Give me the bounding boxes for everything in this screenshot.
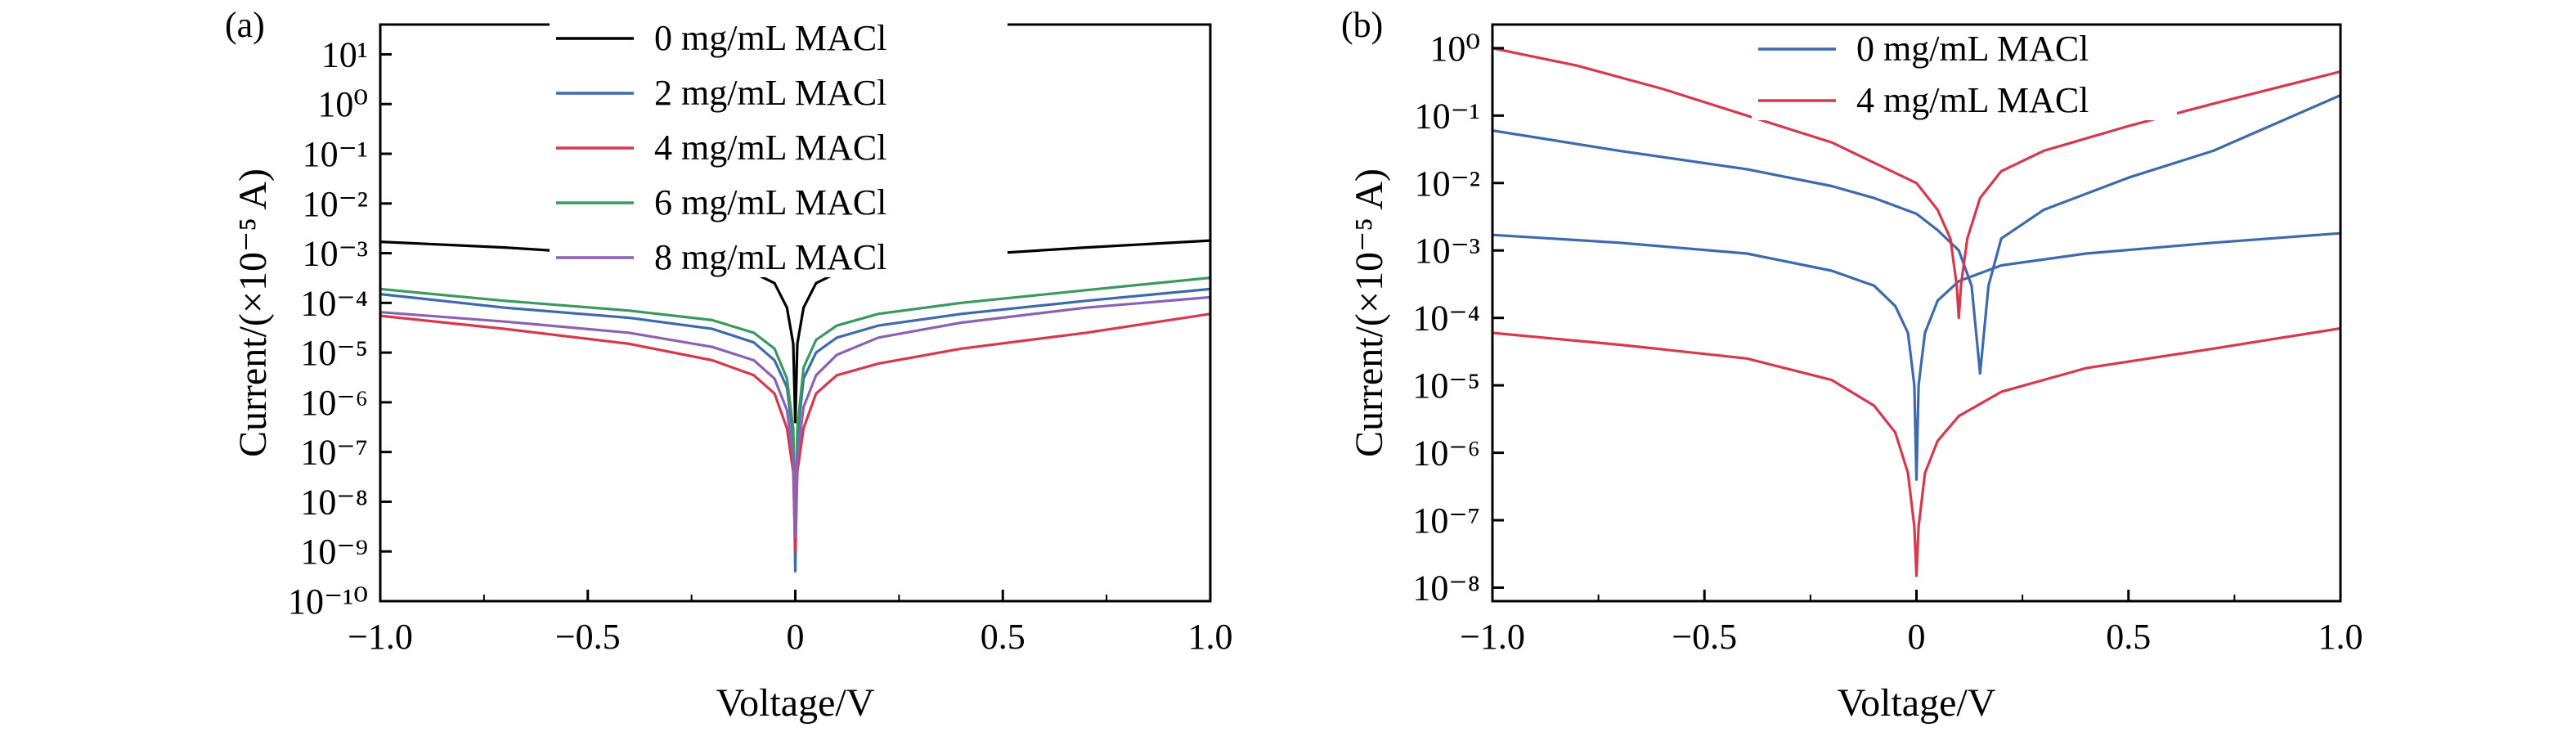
series-line-2 <box>1492 326 2340 577</box>
legend-entry: 4 mg/mL MACl <box>1856 80 2089 120</box>
panel-label: (a) <box>225 5 265 45</box>
x-tick-label: 0.5 <box>2106 617 2151 657</box>
y-tick-label: 10⁻⁵ <box>300 333 368 373</box>
y-tick-label: 10⁻⁷ <box>300 433 368 473</box>
series-line-2 <box>380 312 1210 553</box>
x-tick-label: −1.0 <box>348 617 413 657</box>
legend-entry: 2 mg/mL MACl <box>654 73 886 113</box>
x-tick-label: 1.0 <box>2318 617 2363 657</box>
y-tick-label: 10⁻¹ <box>1415 96 1480 136</box>
x-axis-label: Voltage/V <box>1838 681 1996 725</box>
y-tick-label: 10⁻³ <box>303 234 368 274</box>
x-tick-label: 0 <box>787 617 805 657</box>
y-tick-label: 10⁰ <box>317 84 368 124</box>
y-tick-label: 10⁻⁷ <box>1412 501 1480 541</box>
y-tick-label: 10⁻⁵ <box>1412 366 1480 406</box>
x-tick-label: 1.0 <box>1188 617 1233 657</box>
panel-b: −1.0 −0.5 0 0.5 1.0 10⁻⁸ 10⁻⁷ 10⁻⁶ 10⁻⁵ 10⁻⁴ 10⁻³ 1… <box>1341 5 2363 725</box>
series-line-1 <box>380 287 1210 573</box>
y-tick-label: 10¹ <box>321 34 368 74</box>
y-tick-label: 10⁻⁹ <box>300 532 368 572</box>
series-group <box>1492 47 2340 577</box>
series-line-3 <box>1492 47 2340 320</box>
y-tick-label: 10⁻⁸ <box>1412 568 1480 609</box>
y-tick-label: 10⁻⁴ <box>1412 299 1480 339</box>
y-tick-label: 10⁰ <box>1429 29 1480 69</box>
panel-a: −1.0 −0.5 0 0.5 1.0 10⁻¹⁰ 10⁻⁹ 10⁻⁸ 10⁻⁷ 10⁻⁶ 10⁻⁵… <box>225 5 1233 725</box>
y-tick-label: 10⁻⁴ <box>300 283 368 323</box>
y-tick-label: 10⁻⁶ <box>300 383 368 423</box>
legend-entry: 6 mg/mL MACl <box>654 182 886 222</box>
y-axis-label: Current/(×10⁻⁵ A) <box>231 168 275 457</box>
series-group <box>380 239 1210 573</box>
legend-entry: 0 mg/mL MACl <box>1856 29 2089 69</box>
legend-entry: 4 mg/mL MACl <box>654 128 886 168</box>
x-tick-label: −0.5 <box>1672 617 1737 657</box>
y-axis-label: Current/(×10⁻⁵ A) <box>1348 168 1391 457</box>
legend: 0 mg/mL MACl 2 mg/mL MACl 4 mg/mL MACl 6 mg… <box>550 18 1008 277</box>
y-tick-label: 10⁻¹⁰ <box>288 582 368 622</box>
series-line-1 <box>1492 94 2340 375</box>
series-line-0 <box>1492 231 2340 482</box>
legend-entry: 8 mg/mL MACl <box>654 237 886 277</box>
y-tick-label: 10⁻² <box>1415 164 1480 204</box>
y-tick-label: 10⁻⁶ <box>1412 433 1480 474</box>
x-tick-label: 0.5 <box>981 617 1025 657</box>
x-tick-label: −0.5 <box>555 617 621 657</box>
panel-label: (b) <box>1341 5 1383 45</box>
y-tick-label: 10⁻¹ <box>303 134 368 174</box>
x-axis-label: Voltage/V <box>716 681 875 725</box>
series-line-4 <box>380 295 1210 538</box>
y-tick-label: 10⁻⁸ <box>300 482 368 522</box>
y-tick-label: 10⁻² <box>303 184 368 224</box>
x-tick-label: 0 <box>1908 617 1926 657</box>
legend: 0 mg/mL MACl 4 mg/mL MACl <box>1752 29 2177 120</box>
legend-entry: 0 mg/mL MACl <box>654 18 886 58</box>
x-tick-label: −1.0 <box>1460 617 1525 657</box>
y-tick-label: 10⁻³ <box>1415 231 1480 271</box>
